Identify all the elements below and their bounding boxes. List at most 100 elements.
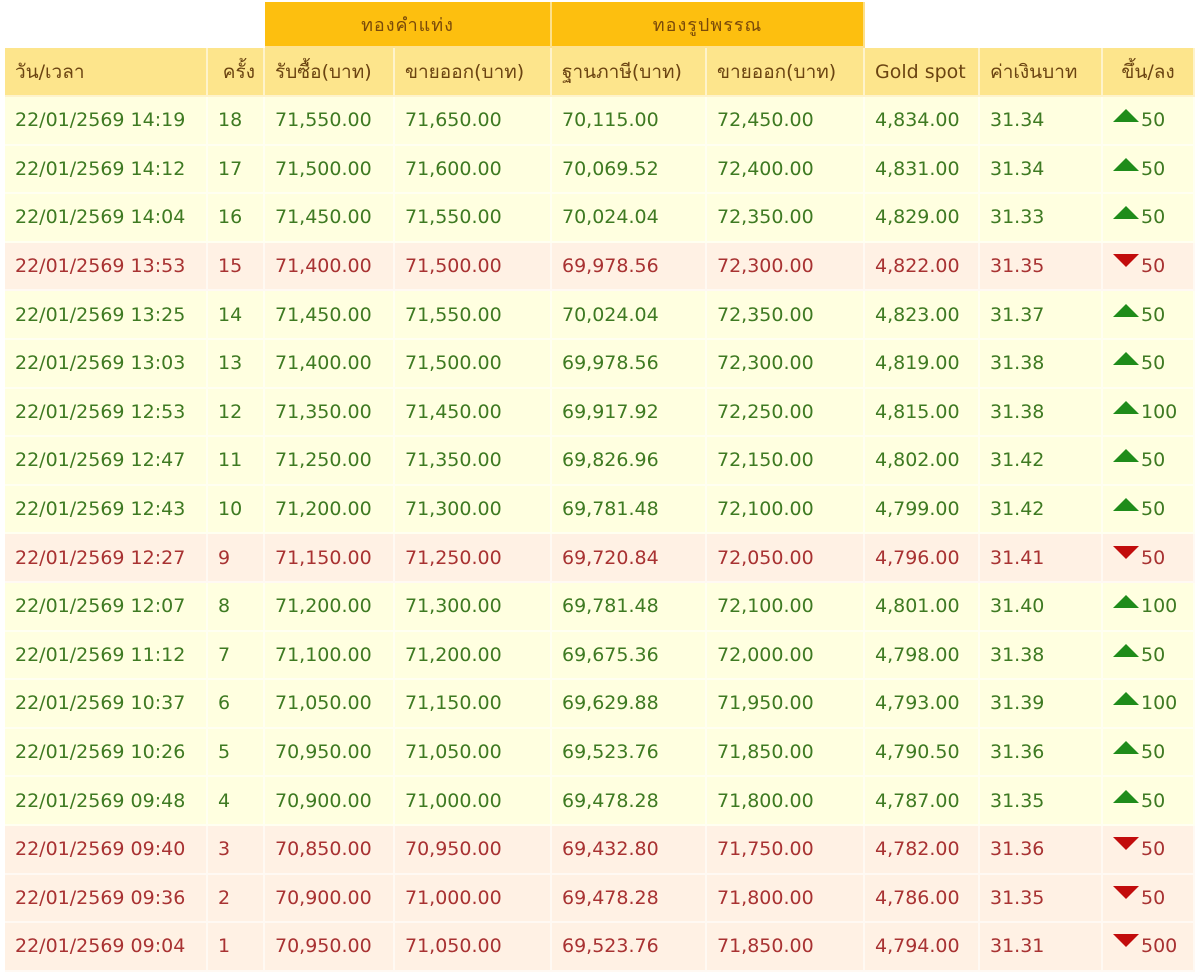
cell-thb-rate: 31.38 [980,339,1103,389]
change-value: 100 [1141,692,1178,715]
cell-bar-sell: 71,600.00 [395,145,552,195]
cell-ornament-sell: 72,100.00 [707,582,865,632]
table-row: 22/01/2569 12:47 11 71,250.00 71,350.00 … [5,437,1196,486]
cell-thb-rate: 31.41 [980,534,1103,583]
cell-bar-sell: 71,050.00 [395,728,552,778]
cell-bar-buy: 71,400.00 [265,242,395,292]
triangle-down-icon [1113,934,1139,948]
change-value: 50 [1141,789,1166,812]
cell-datetime: 22/01/2569 13:53 [5,242,208,292]
cell-bar-sell: 71,500.00 [395,242,552,292]
cell-thb-rate: 31.36 [980,825,1103,875]
cell-gold-spot: 4,834.00 [865,97,980,146]
cell-ornament-tax-base: 69,523.76 [552,923,707,972]
table-row: 22/01/2569 09:36 2 70,900.00 71,000.00 6… [5,874,1196,924]
cell-ornament-sell: 72,000.00 [707,631,865,681]
cell-change: 50 [1103,291,1196,340]
cell-round: 18 [208,97,265,146]
cell-ornament-tax-base: 69,978.56 [552,339,707,389]
cell-change: 50 [1103,242,1196,292]
cell-round: 16 [208,194,265,243]
cell-gold-spot: 4,793.00 [865,680,980,729]
change-value: 50 [1141,546,1166,569]
cell-ornament-sell: 72,250.00 [707,388,865,438]
cell-thb-rate: 31.37 [980,291,1103,340]
cell-change: 50 [1103,97,1196,146]
table-row: 22/01/2569 12:27 9 71,150.00 71,250.00 6… [5,534,1196,583]
cell-bar-buy: 70,900.00 [265,777,395,826]
cell-ornament-tax-base: 69,781.48 [552,582,707,632]
cell-ornament-tax-base: 69,523.76 [552,728,707,778]
cell-thb-rate: 31.34 [980,97,1103,146]
table-row: 22/01/2569 14:12 17 71,500.00 71,600.00 … [5,145,1196,195]
table-row: 22/01/2569 09:40 3 70,850.00 70,950.00 6… [5,825,1196,875]
cell-round: 10 [208,485,265,535]
cell-datetime: 22/01/2569 09:48 [5,777,208,826]
cell-datetime: 22/01/2569 11:12 [5,631,208,681]
cell-gold-spot: 4,819.00 [865,339,980,389]
cell-datetime: 22/01/2569 12:53 [5,388,208,438]
cell-change: 500 [1103,923,1196,972]
triangle-down-icon [1113,885,1139,899]
cell-bar-sell: 71,150.00 [395,680,552,729]
cell-gold-spot: 4,823.00 [865,291,980,340]
cell-bar-buy: 71,450.00 [265,291,395,340]
cell-ornament-tax-base: 69,781.48 [552,485,707,535]
cell-datetime: 22/01/2569 14:19 [5,97,208,146]
cell-datetime: 22/01/2569 14:04 [5,194,208,243]
cell-ornament-sell: 71,850.00 [707,728,865,778]
cell-gold-spot: 4,796.00 [865,534,980,583]
cell-thb-rate: 31.34 [980,145,1103,195]
cell-change: 50 [1103,777,1196,826]
table-row: 22/01/2569 14:19 18 71,550.00 71,650.00 … [5,97,1196,146]
col-header-thb-rate: ค่าเงินบาท [980,48,1103,97]
cell-gold-spot: 4,798.00 [865,631,980,681]
cell-bar-buy: 70,950.00 [265,728,395,778]
cell-ornament-tax-base: 69,720.84 [552,534,707,583]
cell-change: 50 [1103,437,1196,486]
cell-ornament-tax-base: 70,069.52 [552,145,707,195]
col-header-bar-sell: ขายออก(บาท) [395,48,552,97]
cell-bar-sell: 71,550.00 [395,291,552,340]
cell-ornament-sell: 72,100.00 [707,485,865,535]
group-header-blank-right [865,2,1196,48]
change-value: 100 [1141,400,1178,423]
cell-bar-sell: 71,550.00 [395,194,552,243]
triangle-up-icon [1113,741,1139,755]
triangle-up-icon [1113,109,1139,123]
cell-change: 100 [1103,388,1196,438]
cell-ornament-sell: 71,750.00 [707,825,865,875]
cell-ornament-tax-base: 70,024.04 [552,291,707,340]
change-value: 50 [1141,206,1166,229]
cell-round: 5 [208,728,265,778]
col-header-datetime: วัน/เวลา [5,48,208,97]
cell-datetime: 22/01/2569 10:37 [5,680,208,729]
cell-bar-sell: 71,350.00 [395,437,552,486]
cell-round: 8 [208,582,265,632]
change-value: 50 [1141,303,1166,326]
triangle-up-icon [1113,692,1139,706]
cell-bar-buy: 71,500.00 [265,145,395,195]
cell-thb-rate: 31.38 [980,631,1103,681]
cell-change: 50 [1103,485,1196,535]
cell-change: 50 [1103,874,1196,924]
cell-thb-rate: 31.36 [980,728,1103,778]
cell-ornament-tax-base: 69,432.80 [552,825,707,875]
cell-ornament-tax-base: 69,629.88 [552,680,707,729]
cell-thb-rate: 31.40 [980,582,1103,632]
cell-round: 11 [208,437,265,486]
cell-gold-spot: 4,787.00 [865,777,980,826]
cell-datetime: 22/01/2569 09:36 [5,874,208,924]
cell-gold-spot: 4,815.00 [865,388,980,438]
cell-change: 50 [1103,825,1196,875]
change-value: 50 [1141,741,1166,764]
cell-change: 50 [1103,339,1196,389]
cell-bar-sell: 71,650.00 [395,97,552,146]
table-row: 22/01/2569 12:07 8 71,200.00 71,300.00 6… [5,582,1196,632]
cell-datetime: 22/01/2569 14:12 [5,145,208,195]
cell-gold-spot: 4,794.00 [865,923,980,972]
cell-round: 15 [208,242,265,292]
cell-ornament-sell: 72,400.00 [707,145,865,195]
cell-gold-spot: 4,801.00 [865,582,980,632]
table-row: 22/01/2569 12:53 12 71,350.00 71,450.00 … [5,388,1196,438]
